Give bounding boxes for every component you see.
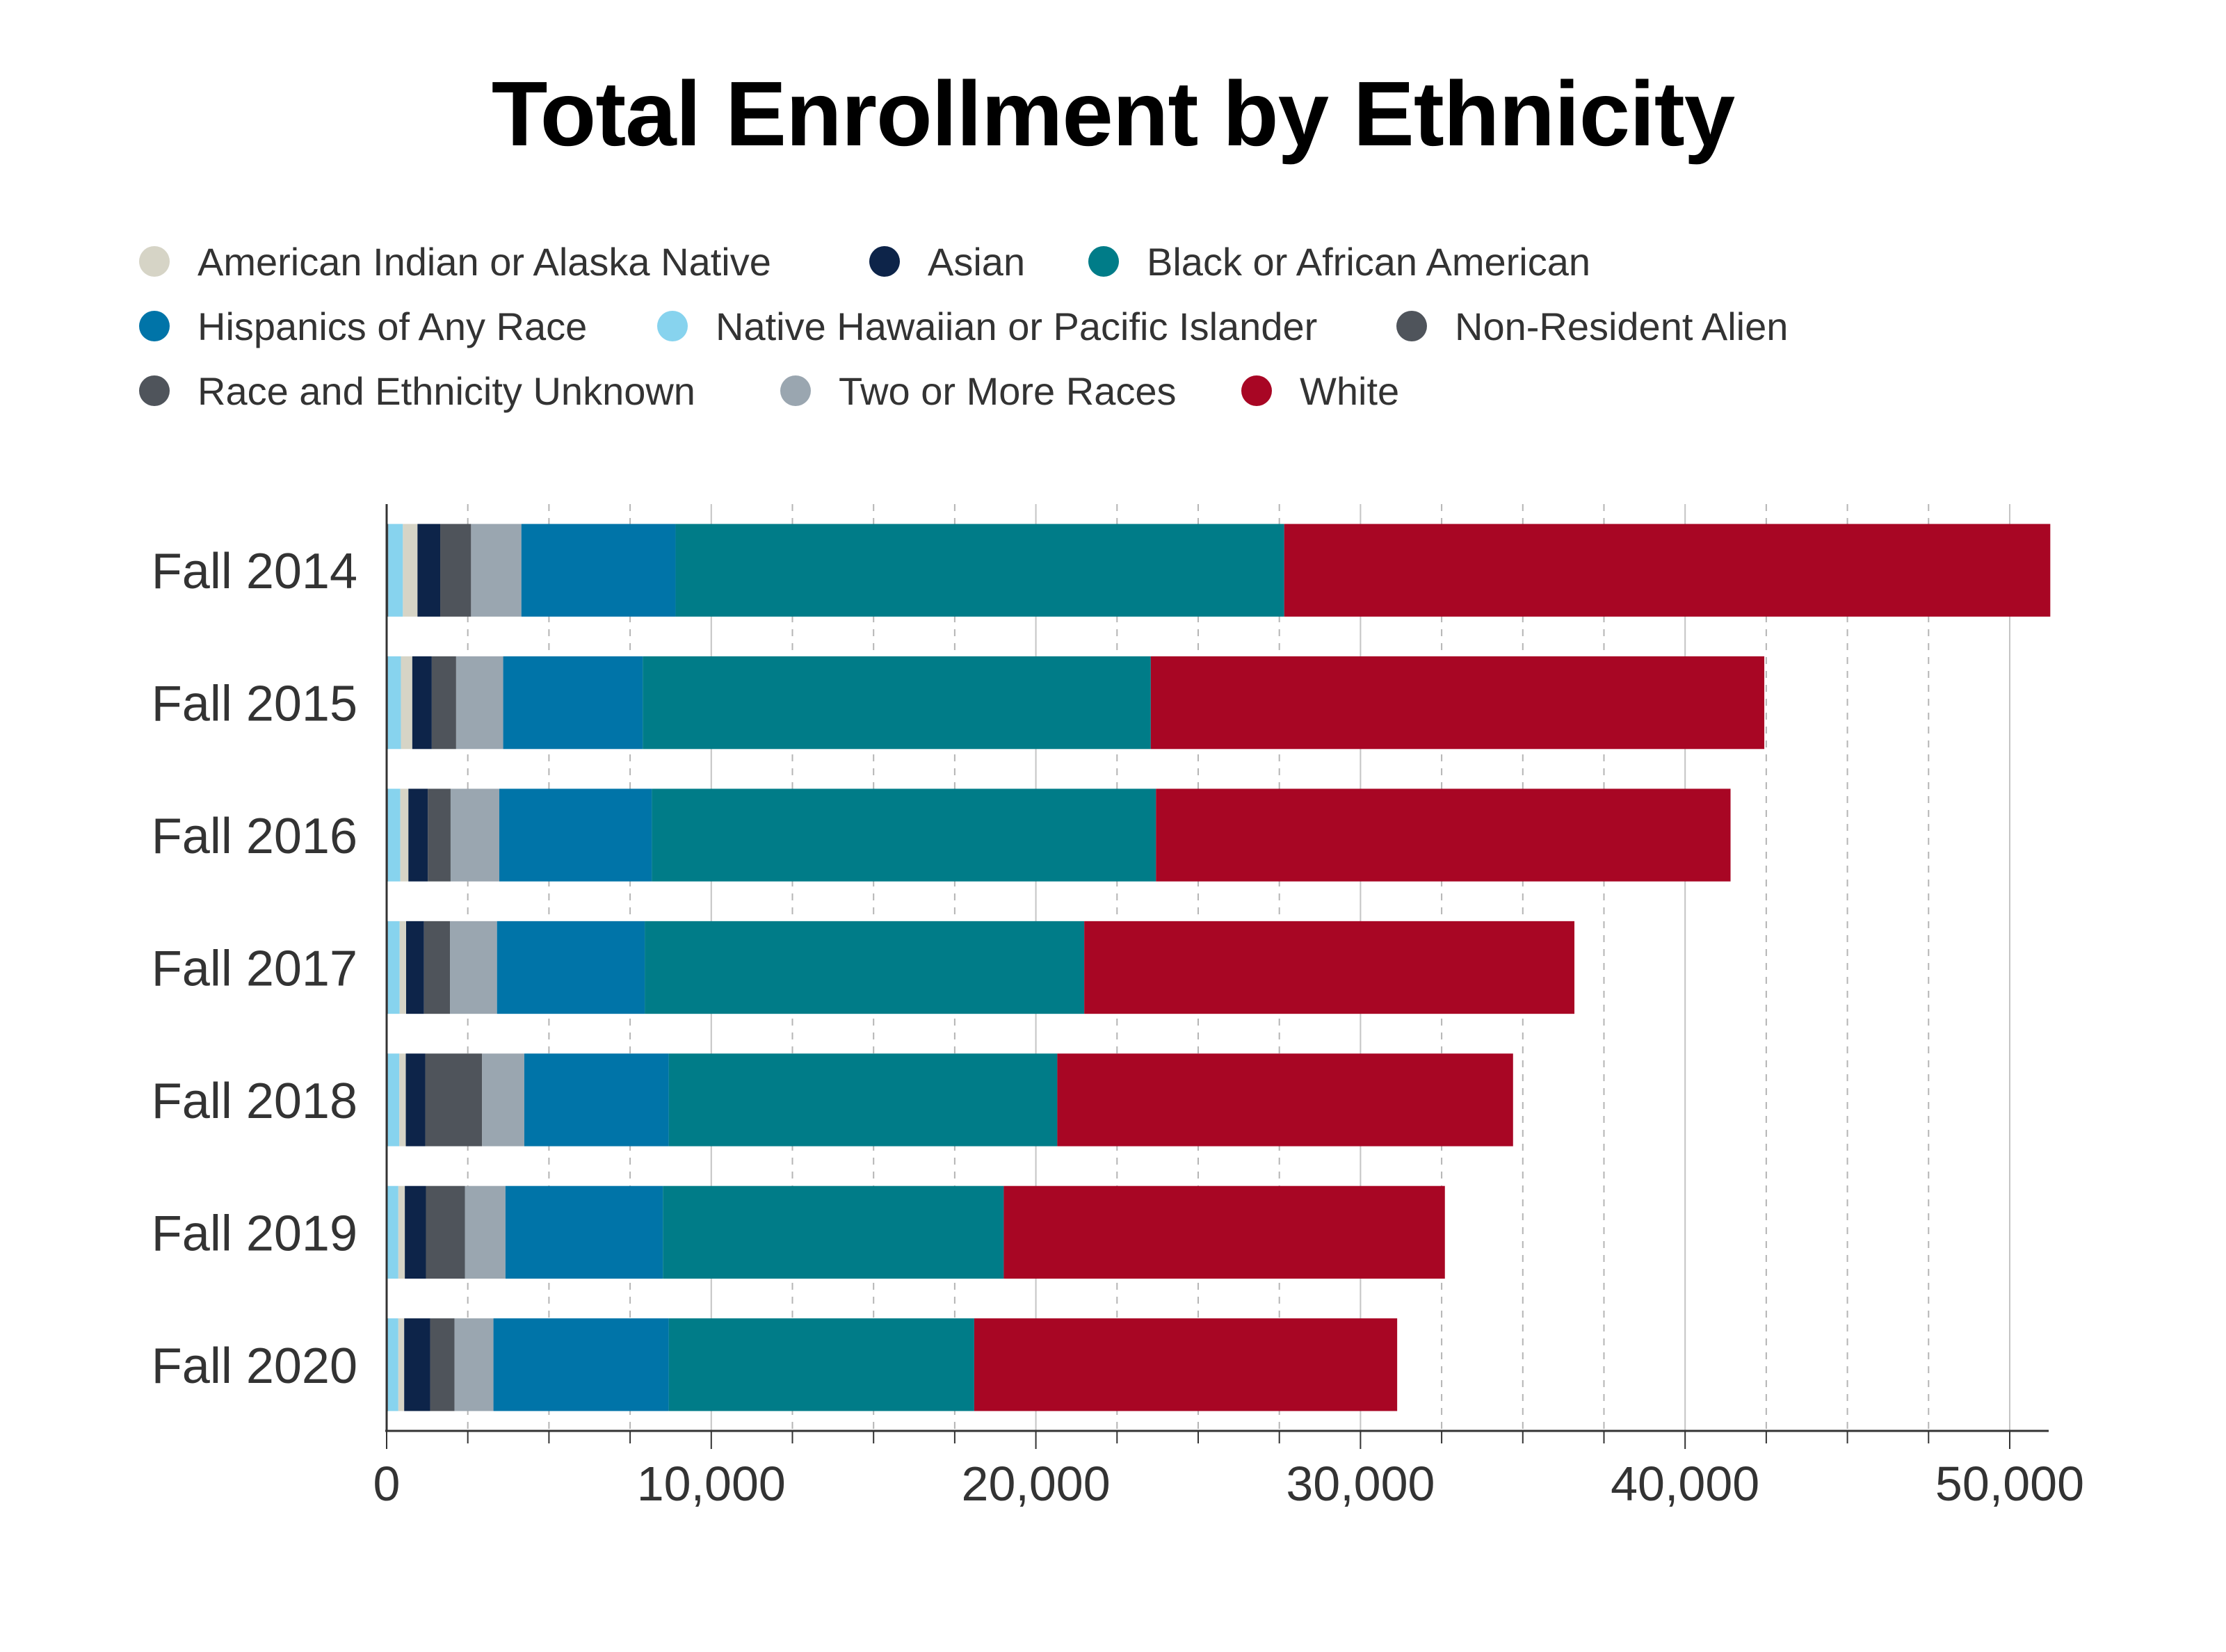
- legend-item-hispanic[interactable]: Hispanics of Any Race: [139, 294, 587, 358]
- bar-segment: [524, 1053, 669, 1147]
- bar-segment: [450, 921, 497, 1014]
- legend-swatch-icon: [869, 246, 900, 277]
- category-label: Fall 2017: [152, 941, 357, 997]
- bar-segment: [404, 1318, 430, 1411]
- bar-segment: [387, 788, 401, 882]
- legend-item-non-resident[interactable]: Non-Resident Alien: [1396, 294, 1788, 358]
- legend-label: American Indian or Alaska Native: [197, 239, 771, 284]
- chart-title: Total Enrollment by Ethnicity: [491, 63, 1735, 165]
- bar-segment: [406, 921, 424, 1014]
- bar-segment: [450, 788, 499, 882]
- bar-segment: [400, 788, 409, 882]
- bar-segment: [425, 1053, 483, 1147]
- bar-segment: [471, 524, 522, 617]
- bar-segment: [405, 1185, 426, 1279]
- legend-label: Native Hawaiian or Pacific Islander: [716, 304, 1318, 348]
- x-tick-label: 40,000: [1611, 1457, 1759, 1511]
- category-label: Fall 2014: [152, 544, 357, 599]
- bar-segment: [1057, 1053, 1513, 1147]
- bar-segment: [1003, 1185, 1445, 1279]
- x-tick-label: 30,000: [1286, 1457, 1435, 1511]
- bar-segment: [503, 656, 643, 750]
- bar-segment: [668, 1318, 974, 1411]
- legend-item-unknown[interactable]: Race and Ethnicity Unknown: [139, 359, 695, 423]
- x-tick-label: 20,000: [962, 1457, 1111, 1511]
- bar-segment: [455, 656, 503, 750]
- bar-segment: [398, 1185, 405, 1279]
- bar-segment: [1150, 656, 1765, 750]
- bar-segment: [398, 1318, 405, 1411]
- bar-segment: [652, 788, 1156, 882]
- bar-segment: [497, 921, 645, 1014]
- bar-segment: [408, 788, 428, 882]
- bar-segment: [974, 1318, 1398, 1411]
- legend-label: Black or African American: [1147, 239, 1591, 284]
- bar-segment: [482, 1053, 524, 1147]
- legend-label: Non-Resident Alien: [1455, 304, 1789, 348]
- bar-segment: [643, 656, 1151, 750]
- legend-item-white[interactable]: White: [1241, 359, 1399, 423]
- bar-segment: [426, 1185, 465, 1279]
- category-label: Fall 2019: [152, 1206, 357, 1261]
- bar-segment: [403, 524, 418, 617]
- legend-item-two-or-more[interactable]: Two or More Races: [780, 359, 1177, 423]
- bar-segment: [431, 656, 456, 750]
- legend-item-american-indian[interactable]: American Indian or Alaska Native: [139, 229, 771, 293]
- legend-swatch-icon: [1241, 375, 1272, 406]
- category-label: Fall 2015: [152, 677, 357, 732]
- legend-swatch-icon: [139, 246, 170, 277]
- bar-segment: [405, 1053, 426, 1147]
- legend-label: Two or More Races: [839, 369, 1177, 413]
- legend-swatch-icon: [780, 375, 811, 406]
- legend-label: White: [1300, 369, 1400, 413]
- bar-segment: [424, 921, 451, 1014]
- bar-segment: [645, 921, 1085, 1014]
- legend-swatch-icon: [657, 311, 688, 341]
- bar-segment: [401, 656, 412, 750]
- legend-label: Hispanics of Any Race: [197, 304, 588, 348]
- bar-segment: [387, 921, 400, 1014]
- bar-segment: [440, 524, 471, 617]
- bar-segment: [493, 1318, 669, 1411]
- bar-segment: [412, 656, 432, 750]
- x-tick-label: 50,000: [1935, 1457, 2084, 1511]
- legend-swatch-icon: [1088, 246, 1119, 277]
- bar-segment: [499, 788, 652, 882]
- bar-segment: [1084, 921, 1575, 1014]
- legend-label: Race and Ethnicity Unknown: [197, 369, 695, 413]
- bar-segment: [417, 524, 441, 617]
- bar-segment: [454, 1318, 494, 1411]
- legend-label: Asian: [928, 239, 1026, 284]
- bar-segment: [465, 1185, 506, 1279]
- legend-item-black[interactable]: Black or African American: [1088, 229, 1590, 293]
- bar-segment: [675, 524, 1284, 617]
- category-label: Fall 2020: [152, 1338, 357, 1394]
- bar-segment: [521, 524, 676, 617]
- legend-item-native-hawaiian[interactable]: Native Hawaiian or Pacific Islander: [657, 294, 1317, 358]
- bar-segment: [399, 1053, 406, 1147]
- x-tick-label: 10,000: [637, 1457, 786, 1511]
- bar-segment: [399, 921, 407, 1014]
- legend-swatch-icon: [139, 375, 170, 406]
- bar-segment: [428, 788, 451, 882]
- legend-item-asian[interactable]: Asian: [869, 229, 1025, 293]
- bar-segment: [1284, 524, 2051, 617]
- bar-segment: [387, 1185, 398, 1279]
- bar-segment: [1156, 788, 1731, 882]
- bar-segment: [505, 1185, 663, 1279]
- x-tick-label: 0: [373, 1457, 401, 1511]
- category-label: Fall 2018: [152, 1074, 357, 1129]
- bar-segment: [387, 1053, 400, 1147]
- legend-swatch-icon: [1396, 311, 1427, 341]
- bar-segment: [663, 1185, 1004, 1279]
- bar-segment: [387, 656, 401, 750]
- bar-segment: [388, 524, 403, 617]
- bar-segment: [430, 1318, 455, 1411]
- bar-segment: [387, 1318, 398, 1411]
- bar-segment: [668, 1053, 1058, 1147]
- category-label: Fall 2016: [152, 809, 357, 864]
- legend-swatch-icon: [139, 311, 170, 341]
